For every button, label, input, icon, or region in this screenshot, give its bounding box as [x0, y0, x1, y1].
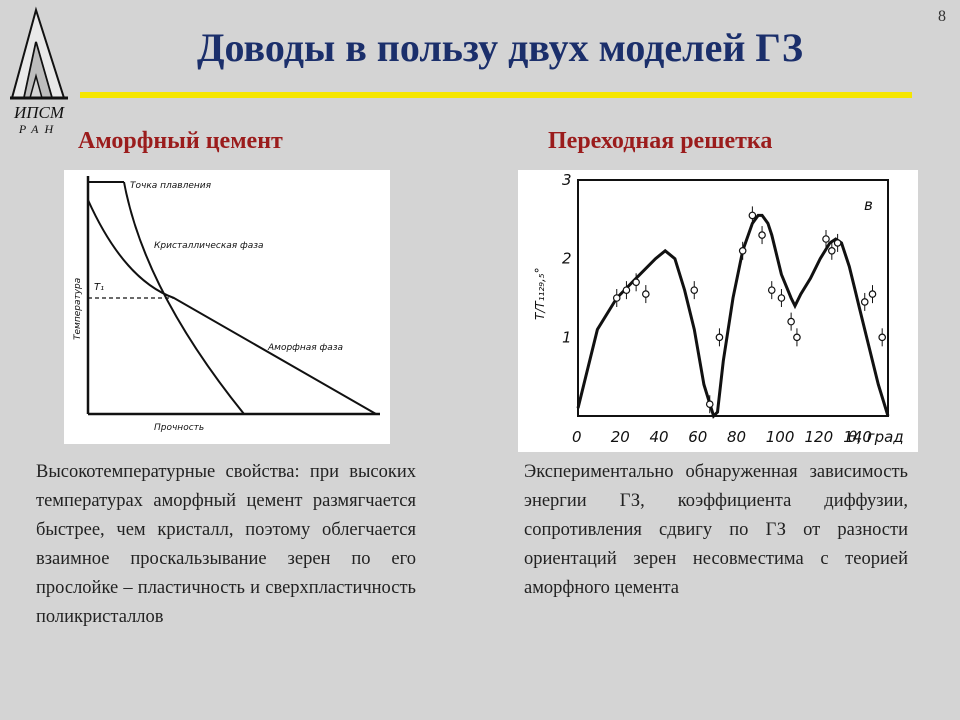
data-point	[738, 247, 747, 255]
plot-frame	[577, 179, 889, 417]
data-point	[777, 294, 786, 302]
heading-transition-lattice: Переходная решетка	[548, 128, 773, 154]
label-y-axis: Температура	[73, 278, 83, 340]
x-tick-label: 140	[843, 428, 872, 446]
label-t1: T₁	[94, 282, 104, 293]
y-tick-label: 2	[562, 250, 572, 268]
series-curve	[576, 213, 890, 419]
data-point	[690, 286, 699, 294]
data-point	[878, 333, 886, 342]
amorphous-cement-diagram: Точка плавления Кристаллическая фаза T₁ …	[64, 170, 390, 444]
data-point	[705, 400, 714, 409]
data-point	[748, 211, 757, 220]
data-point	[787, 317, 795, 326]
amorphous-phase-curve	[87, 199, 377, 415]
title-underline	[80, 92, 912, 98]
ipsm-logo: ИПСМ РАН	[6, 6, 72, 136]
data-point	[758, 231, 766, 239]
orientation-dependence-chart: в T/T₁₁₂₉,₅° θ, град 0 20 40 60 80 100 120 140 …	[518, 170, 918, 452]
data-point	[868, 290, 877, 298]
svg-text:РАН: РАН	[18, 122, 59, 136]
data-point	[715, 333, 724, 342]
y-axis-label: T/T₁₁₂₉,₅°	[533, 267, 547, 320]
x-tick-label: 100	[766, 428, 795, 446]
x-tick-label: 120	[805, 428, 834, 446]
x-tick-label: 0	[572, 428, 582, 446]
data-point	[828, 247, 836, 255]
page-number: 8	[938, 8, 946, 25]
panel-label: в	[864, 196, 873, 214]
heading-amorphous-cement: Аморфный цемент	[78, 128, 283, 154]
x-tick-label: 80	[727, 428, 746, 446]
page-title: Доводы в пользу двух моделей ГЗ	[197, 25, 803, 70]
y-tick-label: 3	[562, 171, 572, 189]
data-point	[860, 298, 869, 306]
x-tick-label: 40	[650, 428, 669, 446]
data-point	[622, 286, 631, 294]
x-axis-label: θ, град	[848, 428, 904, 446]
data-point	[793, 333, 801, 342]
crystal-phase-curve	[123, 181, 245, 415]
label-x-axis: Прочность	[154, 423, 204, 433]
x-tick-label: 60	[688, 428, 707, 446]
data-point	[767, 286, 776, 294]
data-point	[833, 239, 842, 247]
svg-text:ИПСМ: ИПСМ	[13, 103, 65, 122]
label-melting-point: Точка плавления	[130, 181, 212, 191]
y-tick-label: 1	[562, 328, 572, 346]
data-point	[612, 294, 621, 302]
data-point	[642, 290, 650, 298]
transition-lattice-text: Экспериментально обнаруженная зависимост…	[524, 462, 908, 598]
data-point	[822, 235, 830, 243]
amorphous-cement-text: Высокотемпературные свойства: при высоки…	[36, 462, 416, 627]
data-point	[632, 278, 640, 287]
x-tick-label: 20	[611, 428, 630, 446]
label-crystal-phase: Кристаллическая фаза	[154, 241, 264, 251]
label-amorphous-phase: Аморфная фаза	[267, 343, 343, 353]
